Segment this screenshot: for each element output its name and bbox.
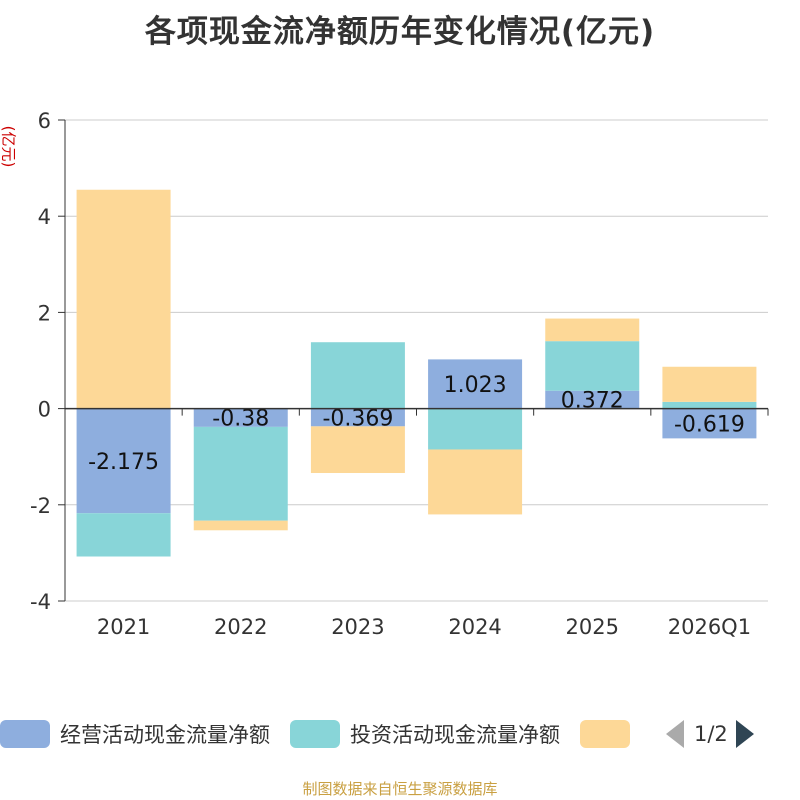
data-label-operating-2026Q1: -0.619 — [674, 412, 745, 437]
x-tick-label-2024: 2024 — [448, 615, 501, 639]
data-source-note: 制图数据来自恒生聚源数据库 — [302, 780, 498, 798]
legend-item-financing[interactable] — [580, 720, 640, 748]
bar-operating-2022 — [193, 408, 288, 427]
bar-operating-2021 — [76, 408, 171, 514]
chart-title: 各项现金流净额历年变化情况(亿元) — [144, 14, 656, 50]
bar-investing-2022 — [193, 426, 288, 521]
bar-operating-2025 — [545, 390, 640, 409]
bar-financing-2025 — [545, 318, 640, 342]
legend-label-operating: 经营活动现金流量净额 — [60, 723, 270, 747]
bar-operating-2023 — [310, 408, 405, 427]
bar-operating-2026Q1 — [662, 408, 757, 439]
bar-investing-2025 — [545, 341, 640, 391]
bar-investing-2021 — [76, 513, 171, 557]
legend: 经营活动现金流量净额 投资活动现金流量净额 1/2 — [0, 716, 800, 752]
legend-label-investing: 投资活动现金流量净额 — [350, 723, 560, 747]
bar-financing-2022 — [193, 520, 288, 531]
bar-investing-2023 — [310, 342, 405, 409]
legend-item-investing[interactable]: 投资活动现金流量净额 — [290, 719, 560, 749]
bar-financing-2023 — [310, 426, 405, 474]
y-tick-label-4: 4 — [38, 205, 51, 229]
bar-investing-2024 — [428, 408, 523, 450]
y-axis-unit-label: (亿元) — [0, 125, 18, 168]
legend-pager: 1/2 — [666, 720, 754, 748]
x-tick-label-2022: 2022 — [214, 615, 267, 639]
legend-page-indicator: 1/2 — [694, 722, 728, 746]
data-label-operating-2024: 1.023 — [444, 373, 507, 398]
bar-financing-2021 — [76, 189, 171, 409]
legend-item-operating[interactable]: 经营活动现金流量净额 — [0, 719, 270, 749]
legend-swatch-financing — [580, 720, 630, 748]
legend-next-page-icon[interactable] — [735, 720, 754, 748]
x-tick-label-2021: 2021 — [97, 615, 150, 639]
bar-financing-2024 — [428, 449, 523, 515]
x-tick-label-2026Q1: 2026Q1 — [668, 615, 751, 639]
y-tick-label-2: 0 — [38, 398, 51, 422]
legend-prev-page-icon[interactable] — [666, 720, 684, 748]
y-tick-label-5: 6 — [38, 109, 51, 133]
y-tick-label-1: -2 — [30, 494, 51, 518]
legend-swatch-operating — [0, 720, 50, 748]
x-tick-label-2025: 2025 — [566, 615, 619, 639]
data-label-operating-2025: 0.372 — [561, 389, 624, 414]
data-label-operating-2021: -2.175 — [88, 450, 159, 475]
y-tick-label-3: 2 — [38, 301, 51, 325]
bar-investing-2026Q1 — [662, 401, 757, 409]
x-tick-label-2023: 2023 — [331, 615, 384, 639]
y-tick-label-0: -4 — [30, 590, 51, 614]
bar-operating-2024 — [428, 359, 523, 409]
legend-swatch-investing — [290, 720, 340, 748]
bar-financing-2026Q1 — [662, 366, 757, 402]
